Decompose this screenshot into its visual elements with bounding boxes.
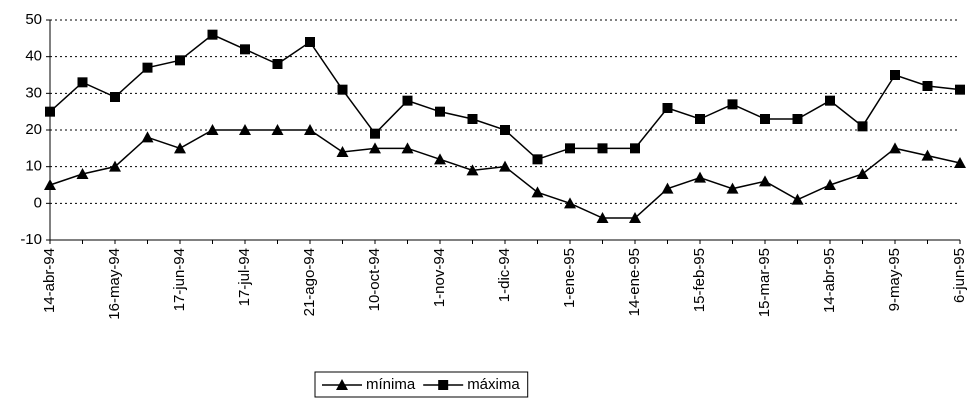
data-point	[142, 62, 153, 73]
data-point	[77, 77, 88, 88]
data-point	[109, 160, 121, 172]
data-point	[76, 168, 89, 179]
data-point	[629, 212, 641, 223]
data-point	[370, 128, 380, 139]
data-point	[890, 70, 900, 80]
data-point	[661, 182, 674, 194]
data-point	[206, 124, 219, 135]
x-tick-label: 1-ene-95	[561, 248, 578, 308]
data-point	[630, 143, 640, 154]
data-point	[727, 99, 738, 110]
data-point	[500, 125, 510, 135]
data-point	[239, 124, 251, 135]
data-point	[726, 182, 739, 194]
data-point	[857, 121, 868, 132]
data-point	[759, 175, 771, 187]
x-tick-label: 1-dic-94	[496, 248, 513, 302]
x-tick-label: 17-jul-94	[236, 248, 253, 306]
data-point	[44, 179, 56, 190]
x-tick-label: 14-abr-95	[821, 248, 838, 313]
data-point	[175, 55, 185, 66]
data-point	[499, 160, 511, 172]
x-tick-label: 17-jun-94	[171, 248, 188, 311]
data-point	[272, 59, 283, 69]
data-point	[695, 114, 705, 124]
data-point	[531, 186, 544, 198]
data-point	[532, 154, 543, 165]
data-point	[141, 131, 154, 143]
x-tick-label: 16-may-94	[106, 248, 123, 320]
data-point	[304, 124, 316, 135]
x-tick-label: 1-nov-94	[431, 248, 448, 307]
x-tick-label: 9-may-95	[886, 248, 903, 311]
data-point	[435, 106, 445, 117]
data-point	[110, 92, 120, 102]
data-point	[792, 114, 803, 124]
y-tick-label: 40	[25, 48, 42, 65]
data-point	[336, 146, 349, 157]
data-point	[402, 95, 413, 106]
x-tick-label: 14-abr-94	[41, 248, 58, 313]
legend-label: máxima	[467, 376, 520, 393]
data-point	[401, 142, 414, 154]
y-tick-label: 50	[25, 11, 42, 28]
legend-label: mínima	[366, 376, 416, 393]
y-tick-label: -10	[20, 231, 42, 248]
x-tick-label: 14-ene-95	[626, 248, 643, 316]
data-point	[694, 171, 706, 183]
data-point	[337, 84, 348, 95]
data-point	[955, 84, 965, 95]
data-point	[271, 124, 284, 135]
data-point	[467, 114, 478, 124]
data-point	[207, 29, 218, 40]
data-point	[369, 142, 381, 154]
data-point	[564, 197, 576, 209]
data-point	[662, 103, 673, 113]
legend-marker	[336, 379, 348, 390]
y-tick-label: 10	[25, 158, 42, 175]
series-line	[49, 33, 961, 161]
data-point	[824, 179, 836, 190]
data-point	[825, 95, 835, 106]
y-tick-label: 20	[25, 121, 42, 138]
data-point	[760, 114, 770, 124]
x-tick-label: 6-jun-95	[951, 248, 967, 303]
x-tick-label: 15-feb-95	[691, 248, 708, 312]
data-point	[597, 143, 608, 154]
x-tick-label: 21-ago-94	[301, 248, 318, 316]
data-point	[596, 212, 609, 223]
data-point	[240, 44, 250, 55]
data-point	[466, 164, 479, 176]
y-tick-label: 30	[25, 84, 42, 101]
data-point	[565, 143, 575, 154]
data-point	[922, 81, 933, 91]
data-point	[856, 168, 869, 179]
data-point	[889, 142, 901, 154]
x-tick-label: 15-mar-95	[756, 248, 773, 317]
legend-marker	[438, 380, 449, 390]
data-point	[954, 157, 966, 168]
data-point	[791, 193, 804, 205]
series-line	[49, 129, 961, 219]
data-point	[921, 149, 934, 161]
data-point	[174, 142, 186, 154]
data-point	[45, 106, 55, 117]
y-tick-label: 0	[34, 194, 42, 211]
x-tick-label: 10-oct-94	[366, 248, 383, 311]
data-point	[434, 153, 446, 165]
data-point	[305, 37, 315, 47]
